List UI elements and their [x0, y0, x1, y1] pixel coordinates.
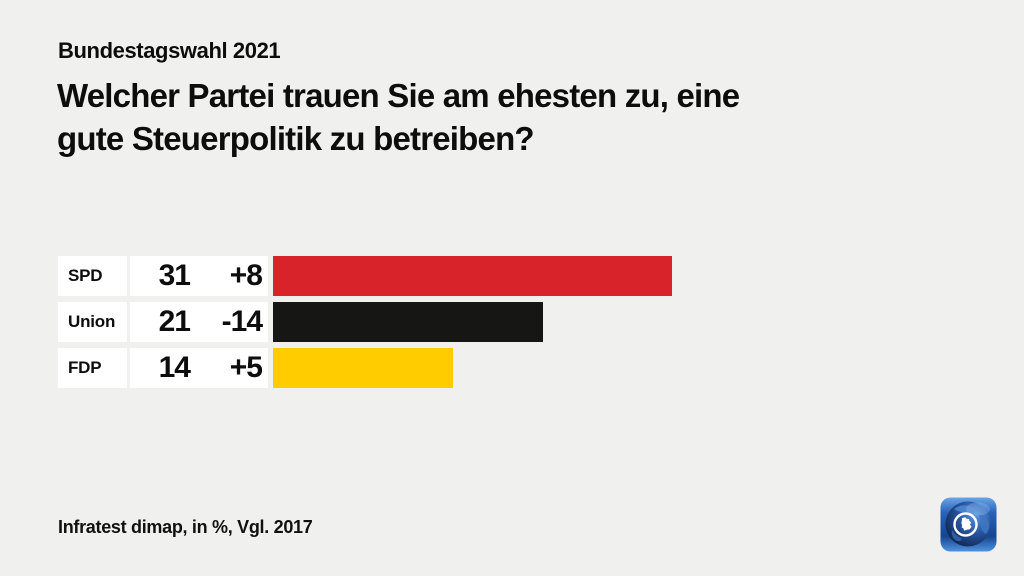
party-value: 31: [158, 259, 191, 292]
chart-row-fdp: FDP 14 +5: [58, 348, 1008, 388]
source-note: Infratest dimap, in %, Vgl. 2017: [58, 517, 313, 537]
chart-title-line-1: Welcher Partei trauen Sie am ehesten zu,…: [57, 77, 740, 114]
party-label-cell: FDP: [58, 348, 127, 388]
party-numbers-cell: 14 +5: [130, 348, 268, 388]
chart-row-spd: SPD 31 +8: [58, 256, 1008, 296]
chart-title-line-2: gute Steuerpolitik zu betreiben?: [57, 120, 535, 157]
chart-row-union: Union 21 -14: [58, 302, 1008, 342]
logo-ring: [953, 512, 978, 537]
chart-title: Welcher Partei trauen Sie am ehesten zu,…: [57, 74, 740, 160]
party-numbers-cell: 31 +8: [130, 256, 268, 296]
party-bar: [273, 348, 453, 388]
party-bar: [273, 256, 672, 296]
party-bar: [273, 302, 543, 342]
party-numbers-cell: 21 -14: [130, 302, 268, 342]
party-value: 14: [158, 351, 191, 384]
tagesschau-globe-logo: [940, 497, 997, 552]
germany-map-icon: [961, 517, 972, 531]
party-change: +5: [229, 351, 263, 384]
party-change: +8: [229, 259, 263, 292]
chart-kicker: Bundestagswahl 2021: [58, 38, 281, 63]
party-label-cell: Union: [58, 302, 127, 342]
party-label-cell: SPD: [58, 256, 127, 296]
party-change: -14: [221, 305, 263, 338]
party-value: 21: [158, 305, 191, 338]
bar-chart: SPD 31 +8 Union 21 -14 FDP 14 +5: [58, 256, 1008, 394]
